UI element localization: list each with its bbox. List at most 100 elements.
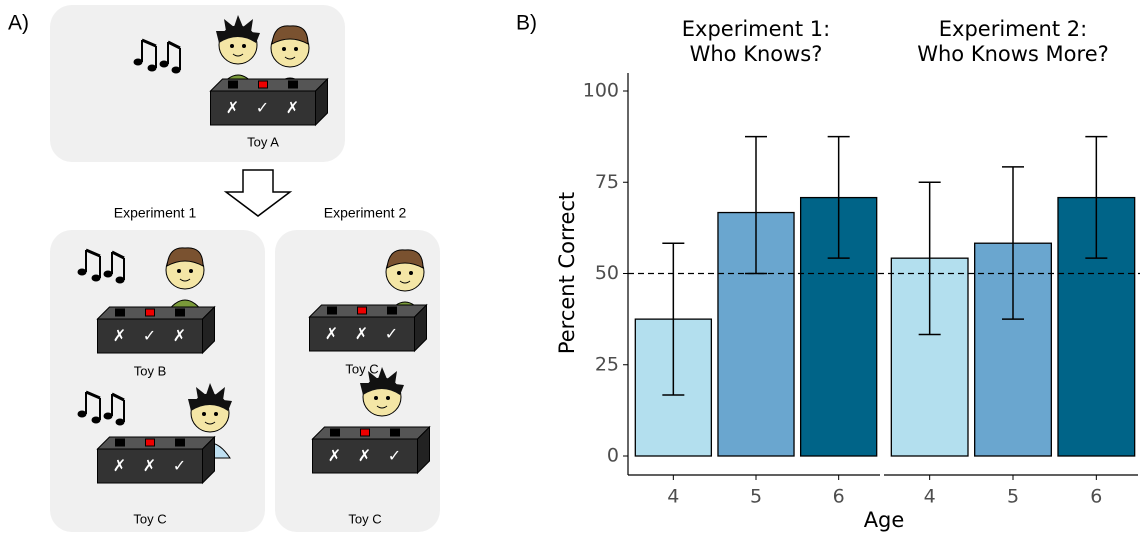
mouth	[204, 421, 216, 425]
y-tick-label: 0	[607, 445, 619, 467]
hair	[188, 383, 232, 411]
eye	[189, 269, 193, 273]
note	[159, 60, 169, 68]
hair	[271, 25, 309, 45]
eye	[214, 412, 218, 416]
hair	[216, 15, 260, 43]
button	[330, 428, 340, 437]
note	[147, 64, 157, 72]
toy-mark: ✗	[325, 326, 338, 343]
toy-mark: ✗	[113, 328, 126, 345]
toy-mark: ✗	[226, 100, 239, 117]
button	[387, 306, 397, 315]
toy-label: Toy C	[348, 511, 381, 526]
eye	[294, 47, 298, 51]
mouth	[399, 280, 411, 284]
eye	[282, 47, 286, 51]
button	[288, 80, 298, 89]
button	[258, 80, 268, 89]
mouth	[179, 278, 191, 282]
x-tick-label: 6	[833, 486, 845, 508]
x-tick-label: 4	[924, 486, 936, 508]
toy-label: Toy C	[133, 511, 166, 526]
note	[133, 58, 143, 66]
mouth	[284, 56, 296, 60]
note	[103, 412, 113, 420]
button	[327, 306, 337, 315]
eye	[397, 271, 401, 275]
y-tick-label: 100	[583, 80, 619, 102]
y-axis-title: Percent Correct	[555, 192, 579, 354]
panel-label: B)	[516, 12, 537, 35]
note	[77, 410, 87, 418]
note-beam	[85, 248, 125, 260]
note	[115, 418, 125, 426]
eye	[202, 412, 206, 416]
x-tick-label: 6	[1090, 486, 1102, 508]
mouth	[232, 53, 244, 57]
x-tick-label: 4	[667, 486, 679, 508]
button	[175, 438, 185, 447]
note-beam	[141, 38, 181, 50]
eye	[374, 396, 378, 400]
eye	[409, 271, 413, 275]
toy-front	[97, 318, 203, 354]
toy-mark: ✗	[143, 458, 156, 475]
toy-mark: ✗	[355, 326, 368, 343]
toy-mark: ✓	[385, 326, 398, 343]
toy-front	[210, 90, 316, 126]
panel-a: ✗ ✓ ✗ Toy A ✗ ✓ ✗ Toy B ✗ ✗ ✓ Toy C ✗ ✗ ✓ Toy C ✗ ✗ ✓ Toy C	[77, 15, 431, 526]
panel-b: B) 0 25 50 75 100 Percent Correct Age Experiment…	[516, 12, 1140, 532]
button	[145, 308, 155, 317]
button	[145, 438, 155, 447]
toy-front	[309, 316, 415, 352]
panel-label: A)	[8, 12, 29, 35]
button	[357, 306, 367, 315]
toy-label: Toy B	[134, 363, 167, 378]
toy-mark: ✗	[358, 448, 371, 465]
toy-mark: ✓	[256, 100, 269, 117]
experiment-label: Experiment 1	[114, 205, 197, 221]
eye	[386, 396, 390, 400]
note	[91, 274, 101, 282]
toy-mark: ✓	[173, 458, 186, 475]
note	[77, 268, 87, 276]
facet-title: Who Knows?	[690, 42, 823, 66]
toy-label: Toy C	[345, 361, 378, 376]
hair	[386, 249, 424, 269]
toy-front	[97, 448, 203, 484]
facet-title: Experiment 2:	[939, 17, 1087, 41]
experiment-label: Experiment 2	[324, 205, 407, 221]
eye	[177, 269, 181, 273]
hair	[166, 247, 204, 267]
y-tick-label: 25	[595, 353, 619, 375]
x-axis-title: Age	[864, 508, 905, 532]
note	[115, 276, 125, 284]
button	[115, 308, 125, 317]
toy-mark: ✓	[143, 328, 156, 345]
x-tick-label: 5	[750, 486, 762, 508]
facet-title: Experiment 1:	[682, 17, 830, 41]
y-tick-label: 75	[595, 171, 619, 193]
y-tick-label: 50	[595, 262, 619, 284]
toy-mark: ✗	[173, 328, 186, 345]
eye	[242, 44, 246, 48]
button	[228, 80, 238, 89]
mouth	[376, 405, 388, 409]
toy-mark: ✗	[286, 100, 299, 117]
button	[175, 308, 185, 317]
toy-label: Toy A	[247, 134, 279, 149]
x-tick-label: 5	[1007, 486, 1019, 508]
note	[103, 270, 113, 278]
toy-front	[312, 438, 418, 474]
toy-mark: ✗	[328, 448, 341, 465]
button	[360, 428, 370, 437]
arrow	[223, 169, 293, 217]
note-beam	[85, 390, 125, 402]
button	[115, 438, 125, 447]
hair	[360, 367, 404, 395]
button	[390, 428, 400, 437]
toy-mark: ✗	[113, 458, 126, 475]
note	[91, 416, 101, 424]
